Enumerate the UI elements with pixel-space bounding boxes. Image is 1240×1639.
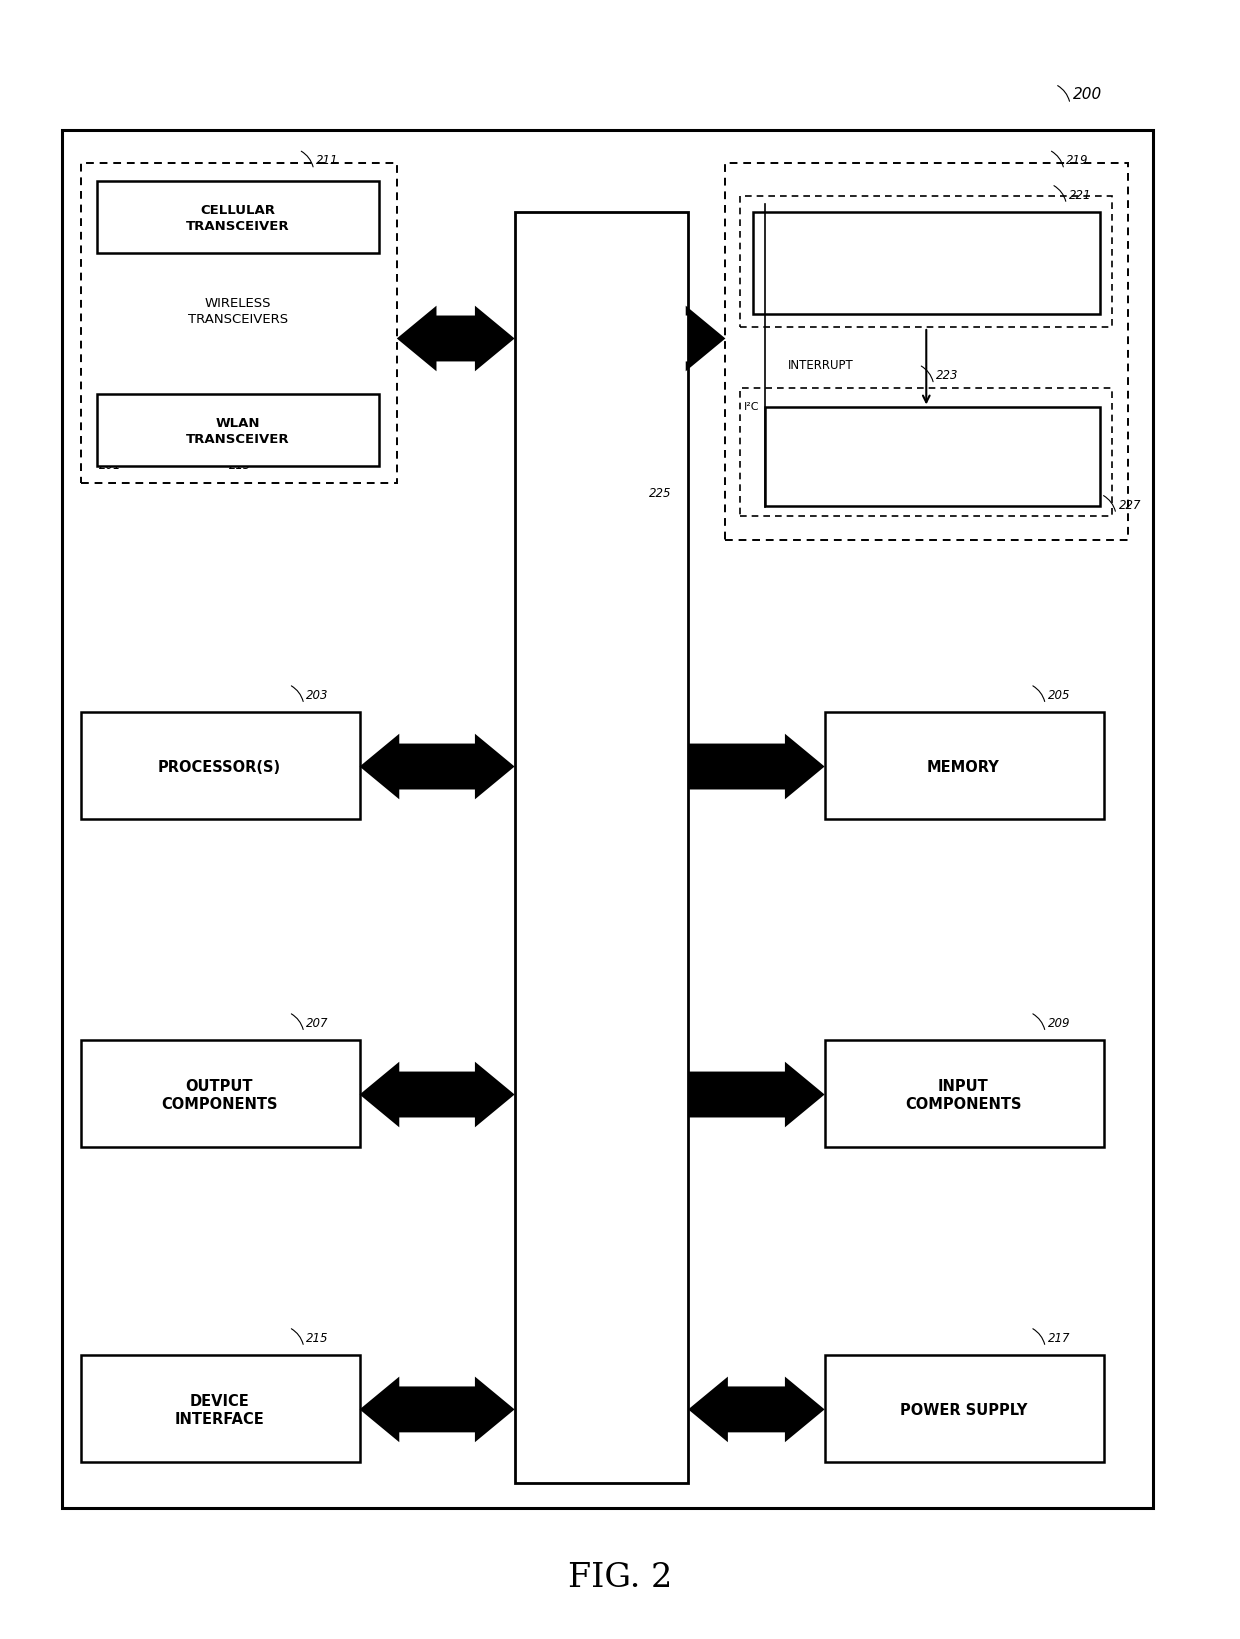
Text: SENSORY HUB: SENSORY HUB [874, 449, 991, 465]
Text: 213: 213 [229, 459, 252, 472]
Bar [97, 395, 379, 467]
Bar [81, 1355, 360, 1462]
Text: 200: 200 [1073, 87, 1102, 102]
Bar [740, 197, 1112, 328]
Bar [825, 1355, 1104, 1462]
Bar [765, 408, 1100, 506]
Text: INPUT
COMPONENTS: INPUT COMPONENTS [905, 1078, 1022, 1111]
Bar [740, 388, 1112, 516]
Polygon shape [688, 734, 825, 800]
Text: PROCESSOR(S): PROCESSOR(S) [157, 759, 281, 775]
Text: OUTPUT
COMPONENTS: OUTPUT COMPONENTS [161, 1078, 278, 1111]
Text: DEVICE
INTERFACE: DEVICE INTERFACE [175, 1393, 264, 1426]
Text: 225: 225 [649, 487, 671, 500]
Polygon shape [360, 1062, 515, 1128]
Bar [753, 213, 1100, 315]
Bar [825, 713, 1104, 820]
Bar [725, 164, 1128, 541]
Bar [81, 164, 397, 484]
Text: 203: 203 [306, 688, 329, 701]
Text: I²C: I²C [744, 402, 759, 411]
Polygon shape [397, 306, 515, 372]
Text: INTERRUPT: INTERRUPT [787, 359, 853, 372]
Text: 207: 207 [306, 1016, 329, 1029]
Polygon shape [360, 1377, 515, 1442]
Bar [825, 1041, 1104, 1147]
Text: 223: 223 [936, 369, 959, 382]
Text: 209: 209 [1048, 1016, 1070, 1029]
Text: WIRELESS
TRANSCEIVERS: WIRELESS TRANSCEIVERS [188, 297, 288, 326]
Text: 227: 227 [1118, 498, 1141, 511]
Text: FIG. 2: FIG. 2 [568, 1560, 672, 1593]
Text: 215: 215 [306, 1331, 329, 1344]
Text: 219: 219 [1066, 154, 1089, 167]
Text: WLAN
TRANSCEIVER: WLAN TRANSCEIVER [186, 416, 290, 446]
Bar [81, 1041, 360, 1147]
Text: MOTION
SENSOR: MOTION SENSOR [893, 247, 960, 280]
Bar [81, 713, 360, 820]
Bar [62, 131, 1153, 1508]
Polygon shape [688, 1377, 825, 1442]
Bar [515, 213, 688, 1483]
Polygon shape [686, 306, 725, 372]
Text: POWER SUPPLY: POWER SUPPLY [900, 1401, 1027, 1418]
Text: 205: 205 [1048, 688, 1070, 701]
Text: 211: 211 [316, 154, 339, 167]
Text: MEMORY: MEMORY [928, 759, 999, 775]
Text: 201: 201 [99, 459, 122, 472]
Polygon shape [360, 734, 515, 800]
Bar [97, 182, 379, 254]
Text: 217: 217 [1048, 1331, 1070, 1344]
Polygon shape [688, 1062, 825, 1128]
Text: CELLULAR
TRANSCEIVER: CELLULAR TRANSCEIVER [186, 203, 290, 233]
Text: 221: 221 [1069, 188, 1091, 202]
